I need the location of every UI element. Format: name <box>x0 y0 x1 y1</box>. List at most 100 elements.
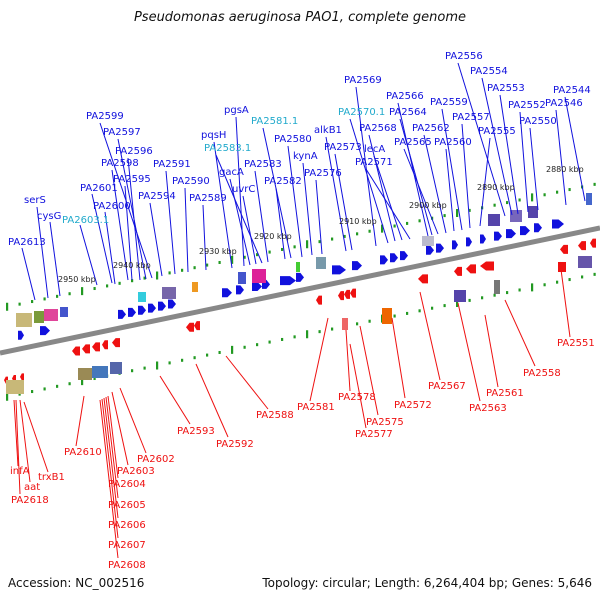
gene-label[interactable]: PA2561 <box>486 388 524 399</box>
gene-label[interactable]: pqsH <box>201 130 226 141</box>
gene-label[interactable]: PA2572 <box>394 400 432 411</box>
leader-line <box>101 398 119 539</box>
gene-label[interactable]: PA2603 <box>117 466 155 477</box>
gene-label[interactable]: PA2562 <box>412 123 450 134</box>
gene-label[interactable]: PA2593 <box>177 426 215 437</box>
gene-label[interactable]: PA2583 <box>244 159 282 170</box>
gene-label[interactable]: PA2601 <box>80 183 118 194</box>
gene-label[interactable]: uvrC <box>232 184 255 195</box>
gene-label[interactable]: PA2552 <box>508 100 546 111</box>
gene-label[interactable]: PA2553 <box>487 83 525 94</box>
gene-label[interactable]: PA2592 <box>216 439 254 450</box>
leader-line <box>302 162 313 256</box>
gene-label[interactable]: PA2618 <box>11 495 49 506</box>
gene-label[interactable]: PA2608 <box>108 560 146 571</box>
gene-label[interactable]: PA2591 <box>153 159 191 170</box>
gene-label[interactable]: PA2606 <box>108 520 146 531</box>
gene-label[interactable]: lecA <box>364 144 385 155</box>
ruler-tick <box>581 275 584 279</box>
leader-line <box>13 399 19 467</box>
gene-label[interactable]: PA2550 <box>519 116 557 127</box>
leader-line <box>529 127 539 211</box>
gene-label[interactable]: PA2564 <box>389 107 427 118</box>
reverse-gene-arrow <box>186 322 194 332</box>
gene-label[interactable]: PA2582 <box>264 176 302 187</box>
gene-label[interactable]: PA2581 <box>297 402 335 413</box>
ruler-tick <box>243 345 246 349</box>
feature-block <box>454 290 466 302</box>
gene-label[interactable]: PA2581.1 <box>251 116 298 127</box>
gene-label[interactable]: PA2573 <box>324 142 362 153</box>
gene-label[interactable]: cysG <box>37 211 61 222</box>
gene-label[interactable]: PA2551 <box>557 338 595 349</box>
gene-label[interactable]: PA2594 <box>138 191 176 202</box>
gene-label[interactable]: aat <box>24 482 40 493</box>
gene-label[interactable]: PA2555 <box>478 126 516 137</box>
gene-label[interactable]: PA2567 <box>428 381 466 392</box>
forward-gene-arrow <box>552 219 564 229</box>
leader-line <box>559 261 571 338</box>
gene-label[interactable]: PA2613 <box>8 237 46 248</box>
gene-label[interactable]: infA <box>10 466 30 477</box>
ruler-tick <box>393 314 396 318</box>
map-title: Pseudomonas aeruginosa PAO1, complete ge… <box>133 10 467 25</box>
gene-label[interactable]: PA2589 <box>189 193 227 204</box>
gene-label[interactable]: PA2578 <box>338 392 376 403</box>
ruler-tick <box>518 288 521 292</box>
gene-label[interactable]: PA2558 <box>523 368 561 379</box>
gene-label[interactable]: PA2568 <box>359 123 397 134</box>
gene-label[interactable]: PA2554 <box>470 66 508 77</box>
gene-label[interactable]: PA2556 <box>445 51 483 62</box>
gene-label[interactable]: serS <box>24 195 46 206</box>
gene-label[interactable]: kynA <box>293 151 318 162</box>
gene-label[interactable]: PA2595 <box>113 174 151 185</box>
gene-label[interactable]: PA2603.1 <box>62 215 109 226</box>
gene-label[interactable]: PA2546 <box>545 98 583 109</box>
leader-line <box>275 187 286 260</box>
leader-line <box>481 77 513 216</box>
gene-label[interactable]: PA2559 <box>430 97 468 108</box>
gene-label[interactable]: PA2599 <box>86 111 124 122</box>
gene-label[interactable]: PA2544 <box>553 85 591 96</box>
gene-label[interactable]: PA2577 <box>355 429 393 440</box>
gene-label[interactable]: PA2580 <box>274 134 312 145</box>
gene-label[interactable]: PA2576 <box>304 168 342 179</box>
feature-block <box>578 256 592 268</box>
gene-label[interactable]: PA2588 <box>256 410 294 421</box>
gene-label[interactable]: PA2569 <box>344 75 382 86</box>
gene-label[interactable]: PA2565 <box>394 137 432 148</box>
gene-label[interactable]: PA2602 <box>137 454 175 465</box>
feature-block <box>110 362 122 374</box>
gene-label[interactable]: gacA <box>219 167 244 178</box>
gene-label[interactable]: alkB1 <box>314 125 342 136</box>
gene-label[interactable]: PA2583.1 <box>204 143 251 154</box>
gene-label[interactable]: PA2605 <box>108 500 146 511</box>
gene-label[interactable]: PA2571 <box>355 157 393 168</box>
gene-label[interactable]: PA2563 <box>469 403 507 414</box>
gene-label[interactable]: PA2597 <box>103 127 141 138</box>
leader-line <box>149 202 163 277</box>
gene-label[interactable]: PA2557 <box>452 112 490 123</box>
gene-label[interactable]: PA2610 <box>64 447 102 458</box>
gene-label[interactable]: pgsA <box>224 105 249 116</box>
ruler-tick <box>118 281 121 285</box>
gene-label[interactable]: PA2590 <box>172 176 210 187</box>
reverse-gene-arrow <box>418 274 428 284</box>
gene-label[interactable]: PA2604 <box>108 479 146 490</box>
gene-label[interactable]: PA2607 <box>108 540 146 551</box>
ruler-tick <box>318 330 321 334</box>
leader-line <box>373 155 403 241</box>
leader-line <box>359 325 379 416</box>
gene-label[interactable]: PA2596 <box>115 146 153 157</box>
leader-line <box>225 355 269 410</box>
ruler-tick <box>568 278 571 282</box>
gene-label[interactable]: trxB1 <box>38 472 65 483</box>
ruler-tick <box>456 209 459 217</box>
gene-label[interactable]: PA2560 <box>434 137 472 148</box>
gene-label[interactable]: PA2575 <box>366 417 404 428</box>
gene-label[interactable]: PA2600 <box>93 201 131 212</box>
gene-label[interactable]: PA2570.1 <box>338 107 385 118</box>
gene-label[interactable]: PA2598 <box>101 158 139 169</box>
ruler-tick <box>368 229 371 233</box>
gene-label[interactable]: PA2566 <box>386 91 424 102</box>
